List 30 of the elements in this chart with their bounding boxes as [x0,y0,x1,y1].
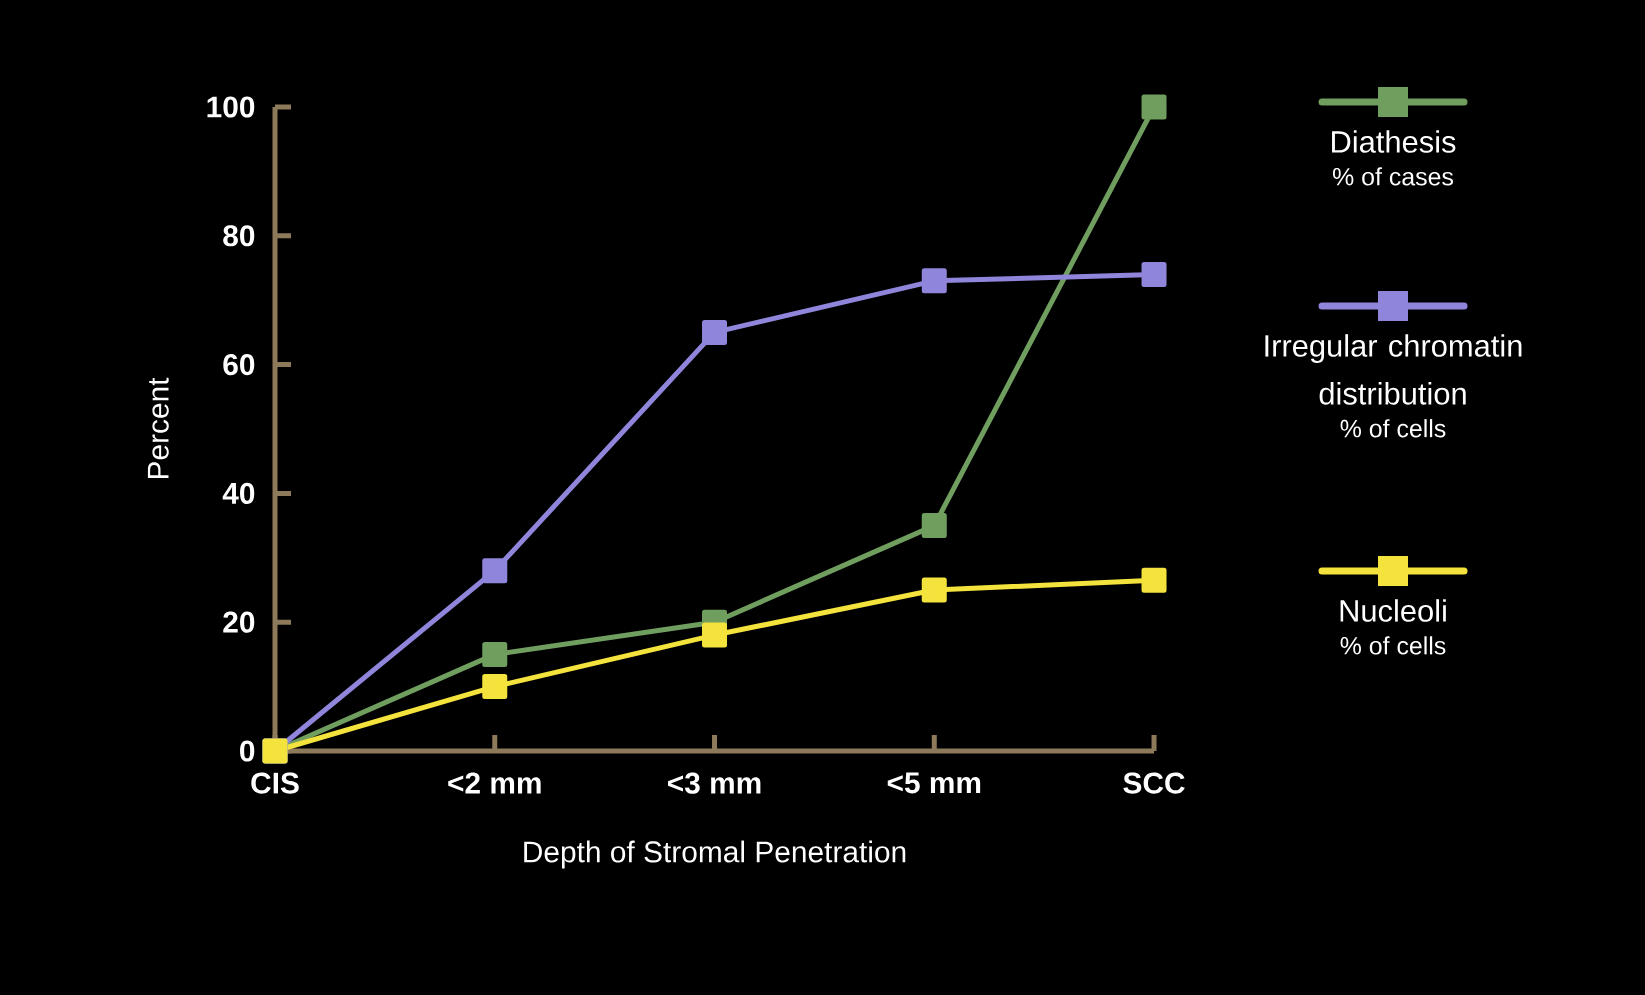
point [921,268,947,294]
x-tick-label: <2 mm [448,772,541,794]
point [1141,94,1167,120]
point [1141,261,1167,287]
legend-label: Irregular chromatin distribution [1265,334,1522,405]
y-tick-label: 0 [240,740,255,762]
x-tick-label: SCC [1123,772,1185,794]
y-tick-label: 40 [222,482,255,504]
text: % of cells [1340,636,1446,655]
point [482,641,508,667]
point [702,319,728,345]
x-tick-label: <3 mm [668,772,761,794]
point [482,558,508,584]
point [1141,567,1167,593]
point [702,622,728,648]
point [921,513,947,539]
y-tick-label: 20 [223,611,255,633]
x-tick-label: CIS [251,772,299,794]
y-tick-label: 80 [223,225,255,247]
y-tick-label: 100 [207,96,255,118]
legend-label: Nucleoli [1340,599,1446,622]
x-axis-title: Depth of Stromal Penetration [524,840,906,869]
y-axis-title: Percent [147,377,169,479]
legend-label: Diathesis [1332,130,1456,153]
y-tick-label: 60 [223,354,255,376]
point [921,577,947,603]
text: % of cells [1340,419,1446,438]
text: % of cases [1333,167,1453,186]
point [482,674,508,700]
x-tick-label: <5 mm [887,772,981,794]
